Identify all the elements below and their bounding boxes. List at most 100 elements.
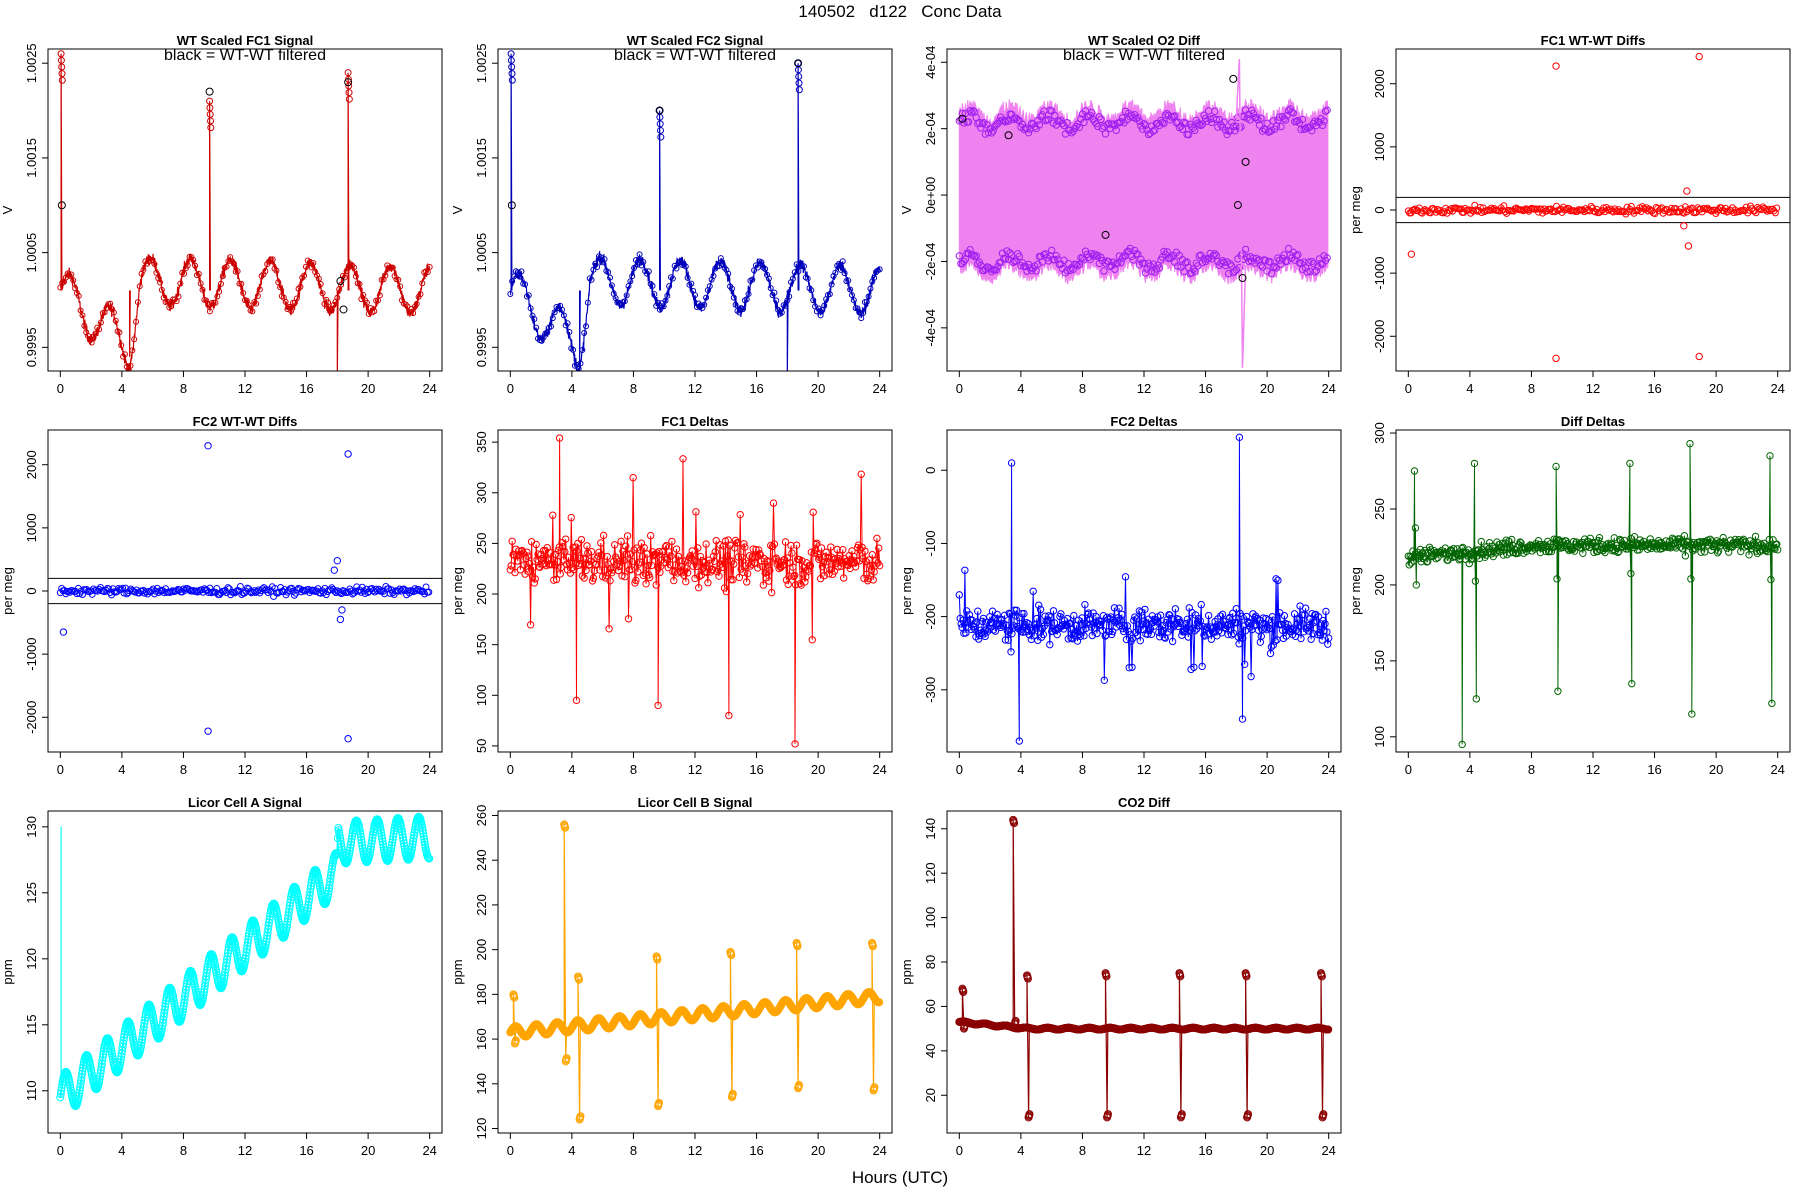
delta-point [549,511,557,519]
delta-point [1019,628,1027,636]
delta-point [1458,740,1466,749]
delta-point [985,625,993,633]
upper-point [1035,121,1044,129]
ramp-point [399,836,408,845]
ramp-point [387,844,396,853]
x-tick-label: 24 [1770,381,1784,396]
signal-point [419,280,426,287]
spike-point [206,104,214,112]
delta-point [1264,623,1272,631]
delta-point [1238,612,1246,620]
signal-point [865,293,872,300]
ramp-point [409,834,418,843]
delta-point [768,542,777,551]
ramp-point [137,1038,146,1047]
diff-point [1773,204,1781,212]
lower-point [1015,252,1024,261]
delta-point [632,576,640,585]
signal-point [382,272,389,279]
signal-point [131,336,138,343]
delta-point [704,579,712,587]
signal-point [730,294,737,301]
x-tick-label: 20 [361,381,375,396]
delta-point [534,550,542,558]
delta-point [736,510,744,519]
y-tick-label: 300 [1372,422,1387,444]
x-tick-label: 0 [1405,381,1412,396]
delta-point [661,543,670,551]
y-axis-label: per meg [0,567,15,615]
ramp-point [307,878,316,887]
signal-point [575,365,582,371]
delta-point [557,563,565,572]
y-tick-label: 0 [923,467,938,474]
signal-point [116,329,123,336]
outlier-point [1695,352,1703,361]
signal-point [549,315,556,322]
delta-point [1628,679,1636,688]
y-axis-label: per meg [1348,567,1363,615]
delta-point [834,563,842,571]
ramp-point [325,884,334,893]
upper-point [966,107,974,115]
delta-point [623,532,632,540]
signal-point [92,330,99,337]
lower-point [1126,244,1134,253]
delta-point [1294,627,1302,636]
delta-point [1681,552,1690,560]
delta-point [1470,459,1479,468]
y-tick-label: 0 [24,587,39,594]
delta-point [785,572,793,580]
spike-point [58,70,66,78]
x-tick-label: 16 [299,381,313,396]
delta-point [570,565,578,574]
signal-point [706,283,713,290]
signal-point [391,273,398,280]
signal-point [277,284,284,291]
delta-point [1023,619,1031,627]
signal-point [660,303,667,310]
delta-point [734,553,743,561]
filtered-point [57,201,66,210]
outlier-point [1683,187,1691,195]
x-tick-label: 12 [688,381,702,396]
delta-point [1767,575,1775,584]
delta-point [1471,577,1480,585]
delta-point [1036,605,1045,614]
event-high-point [561,823,570,832]
delta-point [1686,439,1694,448]
diff-point [425,588,433,596]
delta-point [530,579,539,587]
x-tick-label: 0 [1405,762,1412,777]
y-tick-label: 50 [474,739,489,753]
delta-point [1271,637,1279,645]
delta-point [1155,628,1163,637]
ramp-point [120,1030,129,1039]
chart-title: Diff Deltas [1561,414,1625,429]
delta-point [781,538,790,546]
lower-point [1292,252,1301,260]
delta-point [1517,539,1525,547]
y-tick-label: 1.0025 [24,43,39,83]
event-high-point [868,942,877,951]
signal-point [356,281,363,288]
x-tick-label: 4 [1017,381,1024,396]
ramp-point [158,1021,167,1030]
lower-point [1006,249,1014,257]
ramp-point [138,1035,147,1044]
spike-point [345,89,353,97]
delta-point [627,565,635,574]
ramp-point [245,929,254,938]
ramp-point [98,1056,107,1065]
filtered-point [507,201,516,210]
ramp-point [358,844,367,853]
ramp-point [346,843,355,852]
delta-point [1110,604,1119,612]
signal-point [856,309,863,316]
signal-point [175,293,182,300]
signal-point [592,260,599,267]
upper-point [1197,121,1205,130]
upper-point [1149,127,1157,135]
spike-point [206,110,214,118]
